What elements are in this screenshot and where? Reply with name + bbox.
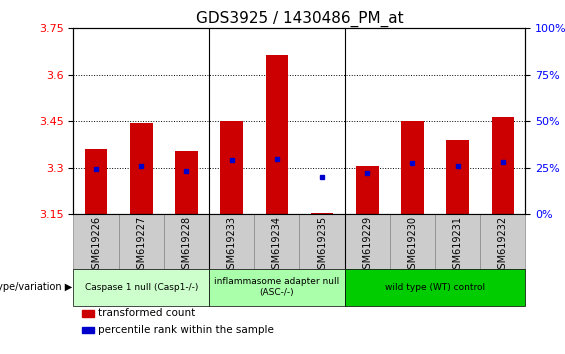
Text: inflammasome adapter null
(ASC-/-): inflammasome adapter null (ASC-/-) bbox=[214, 277, 340, 297]
Text: GSM619235: GSM619235 bbox=[317, 216, 327, 275]
Bar bbox=[266, 55, 288, 215]
Text: GSM619231: GSM619231 bbox=[453, 216, 463, 275]
Bar bbox=[209, 269, 345, 306]
Bar bbox=[82, 326, 94, 333]
Bar bbox=[345, 215, 390, 269]
Bar bbox=[480, 215, 525, 269]
Bar bbox=[299, 215, 345, 269]
Text: GSM619233: GSM619233 bbox=[227, 216, 237, 275]
Bar bbox=[390, 215, 435, 269]
Bar bbox=[209, 215, 254, 269]
Bar bbox=[73, 269, 209, 306]
Bar bbox=[220, 121, 243, 215]
Text: GSM619227: GSM619227 bbox=[136, 216, 146, 275]
Text: GSM619229: GSM619229 bbox=[362, 216, 372, 275]
Bar bbox=[311, 213, 333, 215]
Text: GSM619228: GSM619228 bbox=[181, 216, 192, 275]
Text: Caspase 1 null (Casp1-/-): Caspase 1 null (Casp1-/-) bbox=[85, 283, 198, 292]
Text: percentile rank within the sample: percentile rank within the sample bbox=[98, 325, 274, 335]
Bar bbox=[435, 215, 480, 269]
Bar bbox=[446, 140, 469, 215]
Bar bbox=[164, 215, 209, 269]
Bar bbox=[356, 166, 379, 215]
Text: genotype/variation ▶: genotype/variation ▶ bbox=[0, 282, 72, 292]
Bar bbox=[345, 269, 525, 306]
Text: transformed count: transformed count bbox=[98, 308, 195, 318]
Text: GSM619232: GSM619232 bbox=[498, 216, 508, 275]
Bar bbox=[401, 121, 424, 215]
Bar bbox=[119, 215, 164, 269]
Text: GSM619226: GSM619226 bbox=[91, 216, 101, 275]
Bar bbox=[175, 151, 198, 215]
Title: GDS3925 / 1430486_PM_at: GDS3925 / 1430486_PM_at bbox=[195, 11, 403, 27]
Text: GSM619234: GSM619234 bbox=[272, 216, 282, 275]
Bar bbox=[254, 215, 299, 269]
Bar bbox=[73, 215, 119, 269]
Text: wild type (WT) control: wild type (WT) control bbox=[385, 283, 485, 292]
Bar bbox=[130, 123, 153, 215]
Bar bbox=[492, 117, 514, 215]
Bar bbox=[82, 310, 94, 316]
Bar bbox=[85, 149, 107, 215]
Text: GSM619230: GSM619230 bbox=[407, 216, 418, 275]
